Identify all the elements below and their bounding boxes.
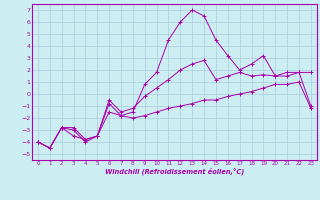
X-axis label: Windchill (Refroidissement éolien,°C): Windchill (Refroidissement éolien,°C) (105, 168, 244, 175)
